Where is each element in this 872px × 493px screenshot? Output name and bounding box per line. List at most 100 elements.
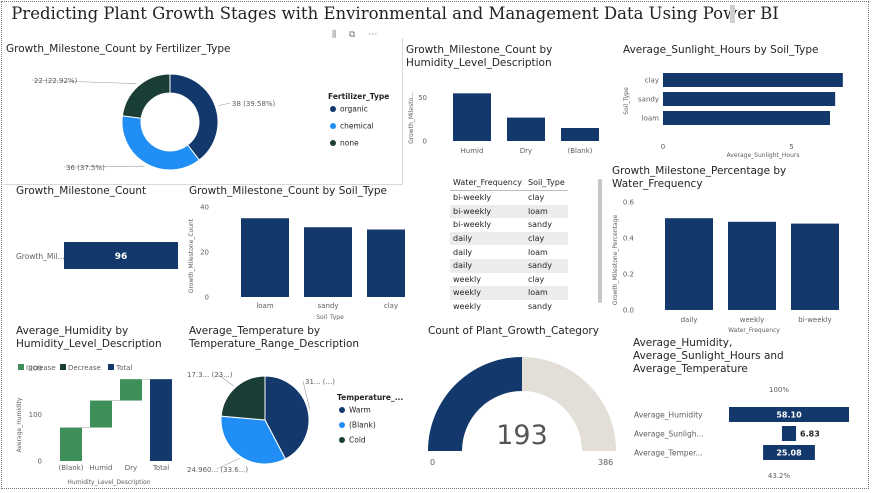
waterfall-bar-(Blank): [60, 427, 82, 461]
soil-bar-panel[interactable]: Growth_Milestone_Count by Soil_Type Grow…: [185, 180, 405, 320]
humidity-bar-chart[interactable]: Growth_Milesto... 0 50 Humid Dry (Blank): [405, 38, 610, 162]
focus-mode-icon[interactable]: ⧉: [349, 30, 356, 40]
donut-slice-none: [121, 73, 171, 119]
bar-sandy: [304, 227, 352, 297]
soil-type-cell: loam: [527, 247, 548, 257]
gauge-min-label: 0: [430, 458, 435, 467]
soil-bar-chart[interactable]: Growth_Milestone_Count 0 20 40 loam sandy clay…: [185, 180, 405, 320]
water-frequency-bar-chart[interactable]: Growth_Milestone_Percentage 0.0 0.2 0.4 0.6 d…: [608, 160, 866, 336]
water-frequency-panel[interactable]: Growth_Milestone_Percentage by Water_Freq…: [608, 160, 866, 336]
x-tick-label: loam: [256, 302, 274, 310]
water-soil-table-panel[interactable]: Water_Frequency Soil_Type bi-weekly clay b…: [450, 176, 602, 311]
bar-weekly: [728, 221, 776, 310]
water-frequency-cell: bi-weekly: [453, 220, 492, 230]
y-tick-label: 50: [418, 94, 427, 102]
fertilizer-donut-chart[interactable]: 38 (39.58%) 36 (37.5%) 22 (22.92%) Fertiliz…: [4, 38, 402, 184]
chart-title: Growth_Milestone_Count by Humidity_Level_…: [406, 44, 553, 69]
plant-growth-gauge-panel[interactable]: Count of Plant_Growth_Category 193 0 386: [418, 320, 618, 488]
donut-slice-organic: [169, 73, 219, 161]
bar-clay: [663, 73, 843, 87]
table-row[interactable]: weekly loam: [450, 286, 568, 300]
legend-title: Fertilizer_Type: [328, 92, 389, 101]
data-label-leader: [216, 373, 235, 387]
x-tick-label: 5: [789, 143, 793, 151]
soil-type-cell: clay: [524, 231, 568, 246]
x-axis-label: Average_Sunlight_Hours: [727, 152, 800, 159]
legend-marker: [339, 437, 345, 443]
y-axis-label: Soil_Type: [623, 87, 630, 115]
legend-marker: [339, 422, 345, 428]
data-label-leader: [302, 380, 310, 410]
waterfall-bar-Dry: [120, 379, 142, 401]
humidity-bar-panel[interactable]: Growth_Milestone_Count by Humidity_Level_…: [405, 38, 610, 162]
fertilizer-donut-panel[interactable]: Growth_Milestone_Count by Fertilizer_Typ…: [4, 38, 403, 185]
filter-icon[interactable]: ⫼: [332, 30, 337, 40]
x-axis-label: Humidity_Level_Description: [67, 479, 150, 486]
legend-item: chemical: [340, 122, 374, 131]
more-options-icon[interactable]: ⋯: [368, 30, 378, 40]
milestone-count-panel[interactable]: Growth_Milestone_Count 96 Growth_Mil...: [4, 180, 184, 315]
humidity-waterfall-chart[interactable]: Increase Decrease Total Average_Humidity 0 10…: [4, 320, 184, 488]
x-axis-label: Soil_Type: [316, 314, 344, 320]
y-axis-label: Growth_Milestone_Percentage: [612, 215, 619, 306]
bar-daily: [665, 218, 713, 310]
averages-funnel-panel[interactable]: Average_Humidity, Average_Sunlight_Hours…: [618, 335, 868, 490]
milestone-count-chart[interactable]: 96 Growth_Mil...: [4, 180, 184, 315]
chart-title: Growth_Milestone_Count by Soil_Type: [189, 185, 388, 197]
funnel-data-label: 6.83: [800, 430, 820, 439]
pie-slice-Warm: [264, 375, 310, 460]
sunlight-bar-panel[interactable]: Average_Sunlight_Hours by Soil_Type Soil…: [615, 38, 867, 162]
averages-funnel-chart[interactable]: 100% 58.10 Average_Humidity 6.83 Average_Sun…: [618, 335, 868, 490]
legend-marker: [330, 140, 336, 146]
chart-title: Growth_Milestone_Count by Fertilizer_Typ…: [6, 43, 231, 55]
funnel-data-label: 58.10: [776, 411, 802, 420]
funnel-bar-1: [781, 426, 797, 441]
chart-title: Count of Plant_Growth_Category: [428, 325, 599, 337]
table-row[interactable]: bi-weekly clay: [450, 191, 568, 205]
legend-item: Total: [115, 364, 132, 372]
x-tick-label: Humid: [461, 147, 484, 155]
temperature-pie-chart[interactable]: 31... (...) 24.960... (33.6...) 17.3... (2…: [185, 320, 415, 488]
column-header[interactable]: Water_Frequency: [450, 176, 525, 191]
column-header[interactable]: Soil_Type: [524, 176, 568, 191]
y-tick-label: 0.2: [623, 271, 634, 279]
table-row[interactable]: daily sandy: [450, 258, 568, 273]
temperature-pie-panel[interactable]: Average_Temperature by Temperature_Range_…: [185, 320, 415, 488]
bar-Humid: [453, 93, 491, 141]
legend-item: (Blank): [349, 421, 376, 430]
y-axis-label: Average_Humidity: [16, 397, 23, 452]
title-scroll-marker: [730, 5, 735, 23]
legend-item: Cold: [349, 436, 366, 445]
gauge-max-label: 386: [598, 458, 613, 467]
soil-type-cell: sandy: [527, 302, 552, 312]
legend-item: organic: [340, 105, 368, 114]
legend-marker: [330, 123, 336, 129]
visual-header-icons[interactable]: ⫼ ⧉ ⋯: [332, 30, 377, 40]
humidity-waterfall-panel[interactable]: Average_Humidity by Humidity_Level_Descri…: [4, 320, 184, 488]
table-row[interactable]: weekly sandy: [450, 300, 568, 314]
legend-item: none: [340, 139, 359, 148]
data-label-leader: [216, 458, 240, 470]
x-tick-label: Humid: [90, 464, 113, 472]
chart-title: Growth_Milestone_Percentage by Water_Freq…: [612, 165, 787, 190]
table-row[interactable]: bi-weekly sandy: [450, 218, 568, 232]
table-row[interactable]: daily loam: [450, 245, 568, 259]
plant-growth-gauge[interactable]: 193 0 386: [418, 320, 618, 488]
table-row[interactable]: bi-weekly loam: [450, 204, 568, 219]
x-tick-label: Total: [152, 464, 169, 472]
bar-growth-milestone-count: [64, 242, 178, 269]
bar-loam: [241, 218, 289, 297]
y-tick-label: Growth_Mil...: [16, 252, 65, 261]
table-scrollbar[interactable]: [598, 179, 602, 303]
water-soil-table[interactable]: Water_Frequency Soil_Type bi-weekly clay b…: [450, 176, 568, 313]
y-tick-label: 0.0: [623, 307, 634, 315]
data-label: 22 (22.92%): [34, 77, 78, 85]
table-row[interactable]: daily clay: [450, 231, 568, 246]
chart-title: Growth_Milestone_Count: [16, 185, 147, 197]
y-tick-label: 0: [423, 138, 427, 146]
gauge-value-label: 193: [496, 420, 548, 451]
x-axis-label: Water_Frequency: [728, 327, 780, 334]
bar-(Blank): [561, 128, 599, 141]
table-row[interactable]: weekly clay: [450, 273, 568, 287]
